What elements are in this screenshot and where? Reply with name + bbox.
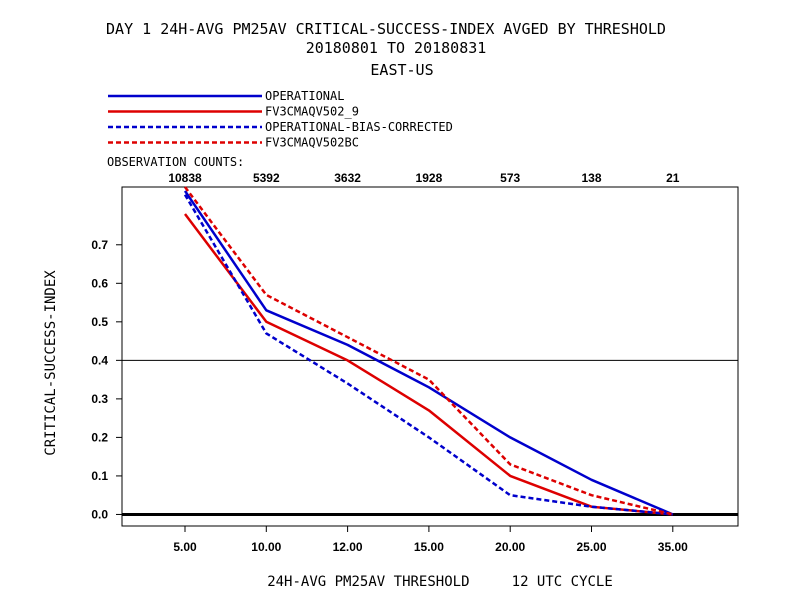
legend-label: FV3CMAQV502_9 — [265, 105, 359, 119]
observation-count: 5392 — [253, 171, 280, 185]
series-lines — [183, 186, 674, 516]
x-axis-ticks: 5.00 10.00 12.00 15.00 20.00 25.00 35.00 — [173, 526, 688, 554]
x-tick-label: 12.00 — [333, 540, 363, 554]
series-line-fv3cmaqv502bc — [184, 186, 674, 516]
y-axis-ticks: 0.0 0.1 0.2 0.3 0.4 0.5 0.6 0.7 — [91, 238, 122, 521]
observation-count: 1928 — [416, 171, 443, 185]
observation-count: 573 — [500, 171, 520, 185]
y-tick-label: 0.5 — [91, 315, 108, 329]
observation-count: 3632 — [334, 171, 361, 185]
observation-counts: 10838 5392 3632 1928 573 138 21 — [168, 171, 679, 185]
y-tick-label: 0.1 — [91, 469, 108, 483]
plot-frame — [121, 186, 739, 527]
chart-region: EAST-US — [370, 61, 433, 79]
x-tick-label: 20.00 — [495, 540, 525, 554]
legend-label: OPERATIONAL — [265, 89, 344, 103]
legend-label: FV3CMAQV502BC — [265, 136, 359, 150]
x-tick-label: 10.00 — [251, 540, 281, 554]
observation-count: 21 — [666, 171, 680, 185]
observation-count: 10838 — [168, 171, 202, 185]
x-tick-label: 25.00 — [576, 540, 606, 554]
x-tick-label: 15.00 — [414, 540, 444, 554]
chart-subtitle: 20180801 TO 20180831 — [306, 39, 487, 57]
y-axis-label: CRITICAL-SUCCESS-INDEX — [43, 270, 59, 456]
y-tick-label: 0.7 — [91, 238, 108, 252]
x-tick-label: 5.00 — [173, 540, 197, 554]
y-tick-label: 0.3 — [91, 392, 108, 406]
y-tick-label: 0.0 — [91, 507, 108, 521]
x-axis-label: 24H-AVG PM25AV THRESHOLD 12 UTC CYCLE — [267, 574, 613, 590]
series-line-fv3cmaqv502-9 — [184, 213, 673, 516]
y-tick-label: 0.4 — [91, 353, 108, 367]
plot-border — [121, 186, 739, 527]
observation-counts-label: OBSERVATION COUNTS: — [107, 155, 244, 169]
series-line-operational — [183, 190, 674, 516]
x-tick-label: 35.00 — [658, 540, 688, 554]
chart-title: DAY 1 24H-AVG PM25AV CRITICAL-SUCCESS-IN… — [106, 20, 666, 38]
y-tick-label: 0.2 — [91, 430, 108, 444]
y-tick-label: 0.6 — [91, 276, 108, 290]
legend: OPERATIONAL FV3CMAQV502_9OPERATIONAL-BIAS… — [108, 89, 453, 150]
observation-count: 138 — [581, 171, 601, 185]
series-line-operational-bias-corrected — [183, 194, 673, 516]
legend-label: OPERATIONAL-BIAS-CORRECTED — [265, 120, 453, 134]
